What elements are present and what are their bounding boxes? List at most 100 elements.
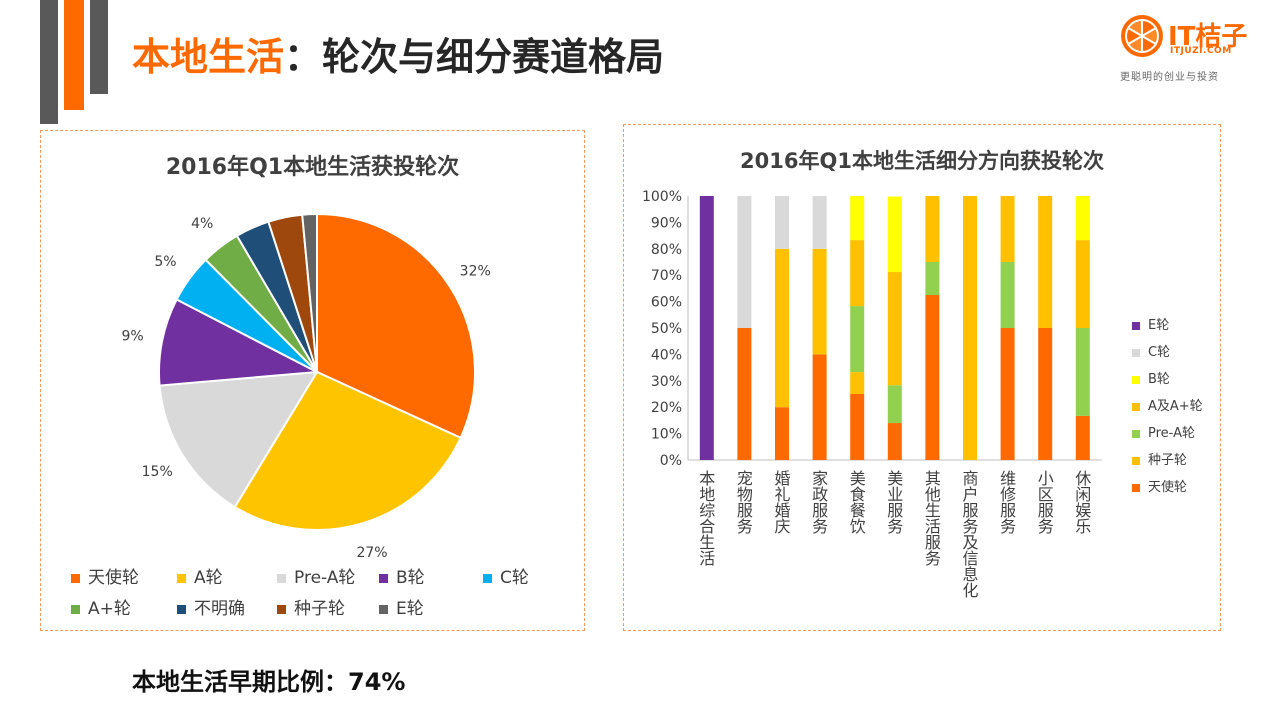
y-tick-label: 30% xyxy=(651,374,682,390)
x-tick-label: 美食餐饮 xyxy=(847,470,866,534)
bar-segment-b轮 xyxy=(887,196,902,273)
pie-legend-item-a-轮: A+轮 xyxy=(71,594,131,619)
pie-legend-item-e轮: E轮 xyxy=(379,594,424,619)
bar-segment-pre-a轮 xyxy=(1000,262,1015,328)
bar-segment-b轮 xyxy=(850,196,865,241)
bar-segment-a及a-轮 xyxy=(850,240,865,307)
bar-segment-a及a-轮 xyxy=(812,248,827,355)
x-tick-label: 维修服务 xyxy=(997,470,1016,535)
x-tick-label: 家政服务 xyxy=(809,470,828,535)
bar-segment-pre-a轮 xyxy=(850,306,865,373)
pie-slice-pre-a轮 xyxy=(158,370,319,509)
bar-segment-a及a-轮 xyxy=(1075,240,1090,328)
legend-label: C轮 xyxy=(500,568,529,588)
pie-label-天使轮: 32% xyxy=(460,263,491,279)
bar-legend-item-种子轮: 种子轮 xyxy=(1132,449,1187,468)
bar-legend-item-c轮: C轮 xyxy=(1132,341,1170,360)
pie-legend-item-pre-a轮: Pre-A轮 xyxy=(277,563,355,588)
legend-label: A+轮 xyxy=(88,599,131,619)
bar-legend-item-天使轮: 天使轮 xyxy=(1132,476,1187,495)
pie-label-b轮: 9% xyxy=(121,329,143,345)
bar-legend-item-pre-a轮: Pre-A轮 xyxy=(1132,422,1195,441)
legend-swatch xyxy=(379,573,388,583)
legend-label: Pre-A轮 xyxy=(1148,426,1195,441)
legend-label: A及A+轮 xyxy=(1148,399,1203,414)
pie-label-c轮: 5% xyxy=(154,254,176,270)
x-tick-label: 小区服务 xyxy=(1035,470,1054,535)
legend-swatch xyxy=(1132,483,1140,492)
pie-legend-item-天使轮: 天使轮 xyxy=(71,563,139,588)
pie-legend-item-a轮: A轮 xyxy=(177,563,223,588)
pie-slice-a轮 xyxy=(233,370,462,531)
stacked-bar-chart: 0% 10% 20% 30% 40% 50% 60% 70% 80% 90% 100% 本地综合生活宠… xyxy=(642,189,1102,598)
legend-label: 天使轮 xyxy=(88,568,139,588)
pie-slice-b轮 xyxy=(158,298,321,387)
x-tick-label: 休闲娱乐 xyxy=(1072,470,1091,534)
legend-swatch xyxy=(1132,375,1140,384)
legend-swatch xyxy=(177,604,186,614)
bar-segment-天使轮 xyxy=(925,295,940,460)
y-tick-label: 0% xyxy=(660,453,682,469)
bar-segment-天使轮 xyxy=(887,423,902,460)
bar-segment-e轮 xyxy=(699,196,714,460)
bar-segment-天使轮 xyxy=(1000,328,1015,460)
x-tick-label: 商户服务及信息化 xyxy=(960,470,979,598)
legend-label: A轮 xyxy=(194,568,223,588)
bar-segment-c轮 xyxy=(812,196,827,249)
brand-name: IT桔子 xyxy=(1168,22,1248,52)
page-title: 本地生活：轮次与细分赛道格局 xyxy=(132,26,664,81)
bar-segment-c轮 xyxy=(775,196,789,249)
bar-segment-种子轮 xyxy=(963,196,977,460)
legend-label: Pre-A轮 xyxy=(294,568,356,588)
pie-chart: 32% 27% 15% 9% 5% 4% xyxy=(121,212,491,561)
legend-label: C轮 xyxy=(1148,345,1171,360)
pie-legend-item-b轮: B轮 xyxy=(379,563,425,588)
bar-legend-item-b轮: B轮 xyxy=(1132,368,1170,387)
legend-label: E轮 xyxy=(1148,318,1170,333)
bar-chart-panel: 2016年Q1本地生活细分方向获投轮次 0% 10% 20% 30% 40% 50% 60%… xyxy=(623,124,1221,631)
y-tick-label: 90% xyxy=(651,215,682,231)
bar-segment-a及a-轮 xyxy=(1038,196,1053,328)
bar-segment-a及a-轮 xyxy=(1000,196,1015,262)
decor-bar-2 xyxy=(64,0,84,110)
legend-label: E轮 xyxy=(396,599,424,619)
bar-segment-天使轮 xyxy=(1038,328,1053,460)
legend-swatch xyxy=(177,573,186,583)
bar-segment-b轮 xyxy=(1075,196,1090,241)
bar-segment-pre-a轮 xyxy=(1075,328,1090,416)
bar-segment-pre-a轮 xyxy=(925,262,940,295)
legend-swatch xyxy=(1132,429,1140,438)
bar-segment-a及a-轮 xyxy=(887,272,902,386)
y-tick-label: 80% xyxy=(651,242,682,258)
decor-bar-3 xyxy=(90,0,108,94)
page-title-rest: ：轮次与细分赛道格局 xyxy=(284,35,665,79)
legend-swatch xyxy=(1132,348,1140,357)
legend-swatch xyxy=(1132,456,1140,465)
page-title-highlight: 本地生活 xyxy=(132,35,285,79)
bar-segment-天使轮 xyxy=(737,328,752,460)
legend-label: 不明确 xyxy=(194,599,245,619)
legend-swatch xyxy=(277,604,286,614)
brand-url: ITJUZI.COM xyxy=(1170,46,1232,56)
y-tick-label: 10% xyxy=(651,427,682,443)
bar-segment-天使轮 xyxy=(1075,415,1090,460)
legend-swatch xyxy=(277,573,286,583)
y-tick-label: 60% xyxy=(651,295,682,311)
x-tick-label: 婚礼婚庆 xyxy=(772,470,791,534)
legend-swatch xyxy=(1132,321,1140,330)
bar-segment-a及a-轮 xyxy=(925,196,940,262)
pie-chart-title: 2016年Q1本地生活获投轮次 xyxy=(165,155,460,180)
bar-legend-item-a及a-轮: A及A+轮 xyxy=(1132,395,1203,414)
legend-swatch xyxy=(1132,402,1140,411)
orange-slice-icon xyxy=(1121,15,1163,57)
y-tick-label: 100% xyxy=(642,189,682,205)
legend-label: B轮 xyxy=(1148,372,1170,387)
legend-label: 天使轮 xyxy=(1148,480,1188,495)
pie-chart-panel: 2016年Q1本地生活获投轮次 32% 27% 15% 9% 5% 4% 天使轮 A轮 Pre… xyxy=(40,130,585,631)
bar-legend-item-e轮: E轮 xyxy=(1132,314,1169,333)
decor-bar-1 xyxy=(40,0,58,124)
legend-swatch xyxy=(483,573,492,583)
pie-label-a轮: 27% xyxy=(356,545,387,561)
pie-legend-item-c轮: C轮 xyxy=(483,563,529,588)
bar-segment-a及a-轮 xyxy=(775,248,789,408)
